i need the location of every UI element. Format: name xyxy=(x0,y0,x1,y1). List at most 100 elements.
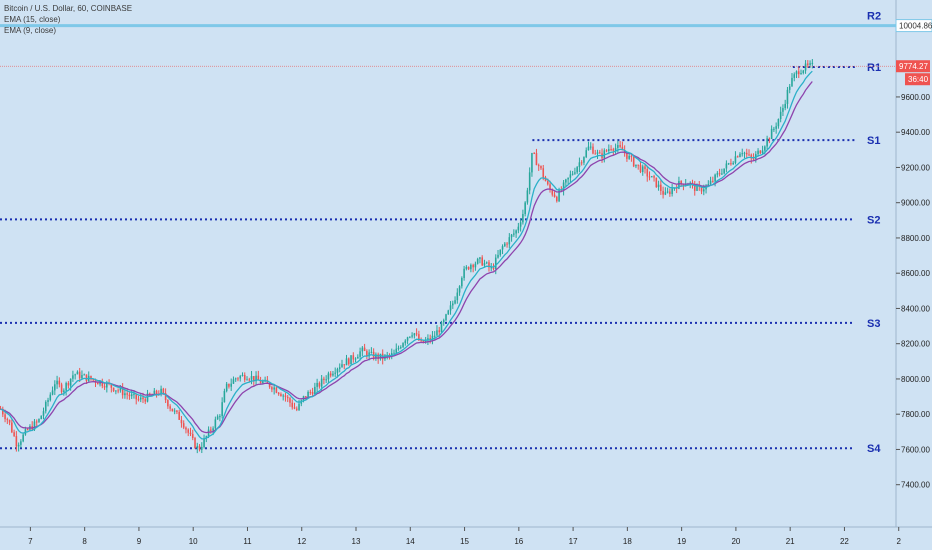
candle-body xyxy=(452,303,454,306)
candle-body xyxy=(775,126,777,129)
candle xyxy=(718,168,721,177)
candle-body xyxy=(6,419,9,421)
candle xyxy=(194,436,196,449)
candle xyxy=(40,415,43,420)
candle-body xyxy=(375,354,377,359)
y-tick-label: 8000.00 xyxy=(901,375,930,384)
candle-body xyxy=(528,172,531,191)
candle xyxy=(137,395,140,402)
candle xyxy=(8,419,11,426)
y-tick-label: 8800.00 xyxy=(901,234,930,243)
candle-body xyxy=(693,183,696,191)
x-tick-label: 9 xyxy=(137,537,142,546)
candle xyxy=(347,357,350,366)
candle xyxy=(515,229,517,238)
candle xyxy=(467,266,470,271)
candle-body xyxy=(241,374,244,377)
candle-body xyxy=(307,391,309,398)
candle xyxy=(526,187,529,205)
candle xyxy=(452,300,454,309)
candle xyxy=(474,261,477,271)
candle-body xyxy=(128,394,131,397)
candle xyxy=(155,389,158,398)
candle-body xyxy=(92,379,95,381)
candle xyxy=(531,152,533,177)
candle xyxy=(657,180,660,191)
candle xyxy=(768,137,771,144)
candle xyxy=(660,180,662,195)
candle xyxy=(271,385,273,393)
candle-body xyxy=(402,343,404,348)
candle xyxy=(139,393,142,403)
candle-body xyxy=(354,358,357,360)
candle-body xyxy=(741,153,744,155)
candle-body xyxy=(395,348,398,353)
candle xyxy=(110,383,113,393)
candle-body xyxy=(85,374,88,382)
candle xyxy=(363,343,366,352)
candle xyxy=(583,156,585,166)
x-tick-label: 7 xyxy=(28,537,33,546)
x-tick-label: 15 xyxy=(460,537,469,546)
y-tick-label: 7800.00 xyxy=(901,410,930,419)
candle xyxy=(442,318,445,326)
candle-body xyxy=(773,128,775,130)
candle-body xyxy=(764,146,766,151)
candle-body xyxy=(580,162,583,164)
candle xyxy=(596,149,599,159)
candle-body xyxy=(637,164,640,166)
candle xyxy=(49,392,52,402)
candle-body xyxy=(734,156,737,163)
ema15-legend[interactable]: EMA (15, close) xyxy=(4,15,61,24)
candle xyxy=(506,241,508,248)
candle xyxy=(133,390,135,399)
candle xyxy=(578,157,581,173)
ema9-legend[interactable]: EMA (9, close) xyxy=(4,26,57,35)
candle xyxy=(169,404,171,412)
y-tick-label: 9600.00 xyxy=(901,93,930,102)
candle xyxy=(307,390,309,398)
candle-body xyxy=(653,176,655,178)
candle xyxy=(585,147,587,159)
candle-body xyxy=(422,340,425,343)
symbol-legend[interactable]: Bitcoin / U.S. Dollar, 60, COINBASE xyxy=(4,4,133,13)
candle xyxy=(639,161,642,174)
candle xyxy=(707,180,710,186)
candle xyxy=(11,418,13,434)
candle-body xyxy=(682,183,685,186)
candle xyxy=(2,406,4,418)
candle xyxy=(730,158,732,166)
candle-body xyxy=(664,192,667,195)
candle-body xyxy=(470,264,472,270)
x-tick-label: 10 xyxy=(189,537,198,546)
candle-body xyxy=(716,173,719,175)
candle xyxy=(501,244,504,255)
candle xyxy=(42,407,45,420)
candle xyxy=(117,388,119,394)
candle xyxy=(743,151,746,159)
candle xyxy=(734,151,737,165)
candle-body xyxy=(345,358,348,366)
candle xyxy=(329,371,332,378)
r2-price-tag xyxy=(895,19,932,33)
candle xyxy=(87,371,90,382)
ema-line-9 xyxy=(0,70,813,440)
candle xyxy=(264,376,266,383)
candle-body xyxy=(293,407,296,409)
candle-body xyxy=(449,305,452,311)
candle xyxy=(650,175,653,178)
candles xyxy=(0,59,814,454)
candle xyxy=(239,374,242,382)
candle-body xyxy=(467,266,470,270)
candle-body xyxy=(420,340,422,342)
candle xyxy=(38,418,40,424)
candle-body xyxy=(703,189,705,192)
candle-body xyxy=(40,415,43,420)
price-scale-panel xyxy=(896,0,932,550)
candle-body xyxy=(180,419,183,424)
candle-body xyxy=(712,180,714,182)
candle-body xyxy=(291,402,294,408)
candle-body xyxy=(332,373,334,376)
candle-body xyxy=(22,434,24,442)
